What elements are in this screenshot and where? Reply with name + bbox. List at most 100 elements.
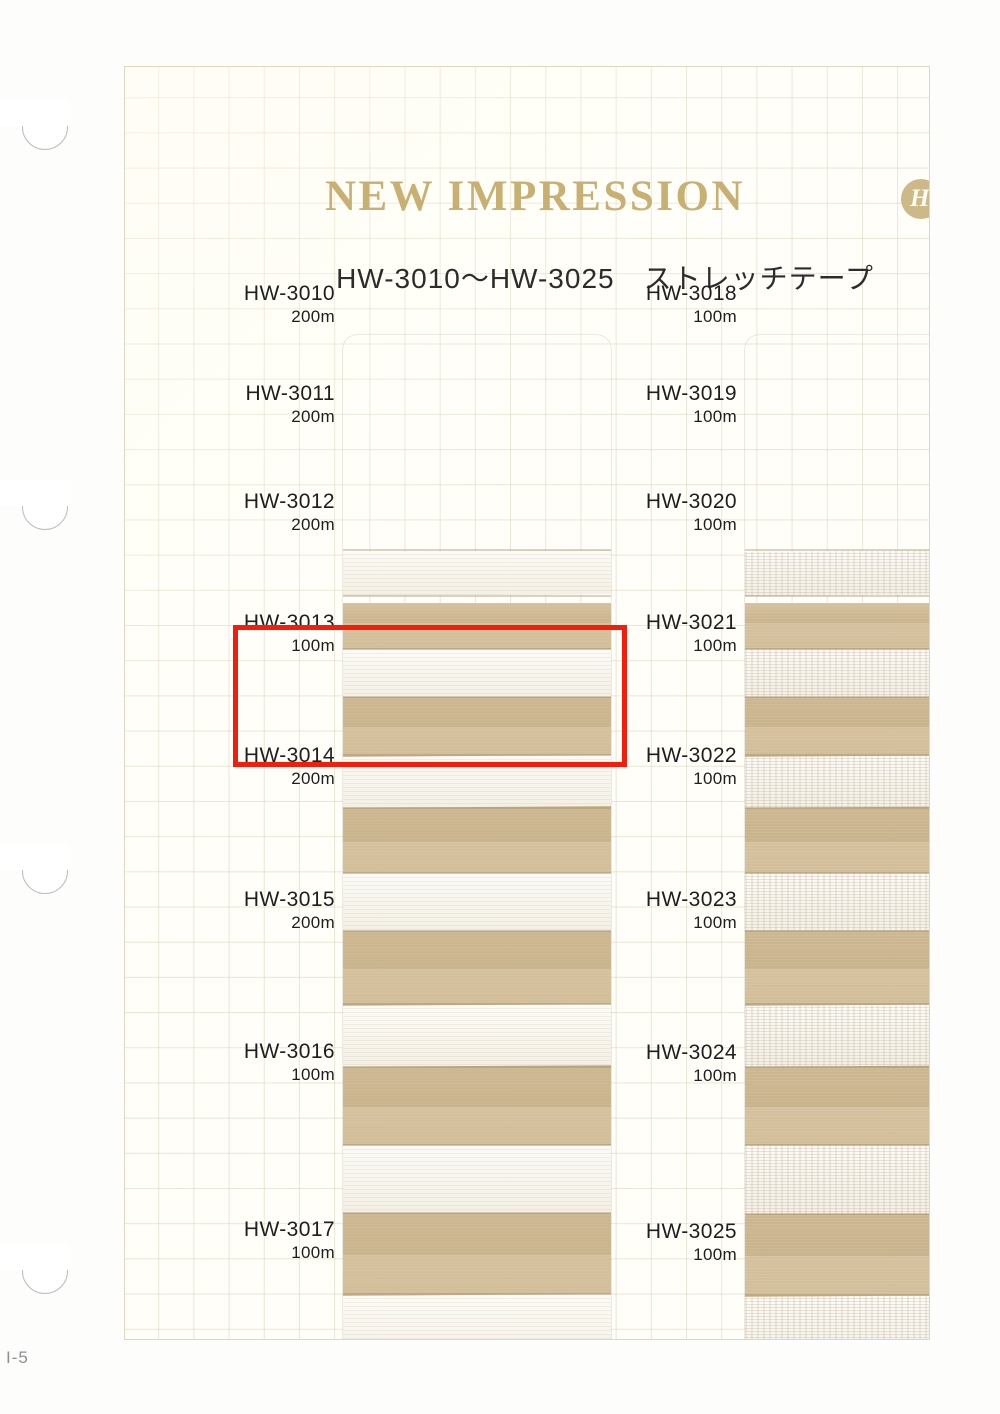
swatch-band-tape[interactable] [343, 649, 611, 697]
swatch-code: HW-3021 [645, 611, 737, 634]
hole-mask [0, 480, 70, 506]
swatch-band-tape[interactable] [343, 1294, 611, 1340]
swatch-band-tape[interactable] [745, 755, 930, 808]
logo-mark-glyph: H [910, 185, 930, 212]
swatch-label[interactable]: HW-3023 100m [637, 887, 737, 934]
swatch-code: HW-3017 [243, 1218, 335, 1241]
swatch-label[interactable]: HW-3011 200m [235, 381, 335, 428]
band-seam [343, 1212, 611, 1214]
swatch-code: HW-3020 [645, 490, 737, 513]
band-seam [343, 1066, 611, 1068]
swatch-label[interactable]: HW-3019 100m [637, 381, 737, 428]
swatch-band-tape[interactable] [343, 873, 611, 931]
band-seam [745, 1213, 929, 1215]
swatch-label[interactable]: HW-3021 100m [637, 610, 737, 657]
swatch-band-base [745, 603, 929, 623]
band-seam [745, 1003, 929, 1005]
hashimoto-logo: H cord coordinatte HASHIMOTO [901, 175, 930, 229]
band-seam [343, 1293, 611, 1295]
band-seam [343, 549, 611, 551]
band-seam [745, 872, 929, 874]
band-seam [343, 930, 611, 932]
swatch-length: 100m [291, 1065, 335, 1084]
swatch-length: 200m [291, 515, 335, 534]
swatch-length: 100m [693, 307, 737, 326]
band-seam [745, 1294, 929, 1296]
swatch-label[interactable]: HW-3012 200m [235, 489, 335, 536]
swatch-length: 200m [291, 913, 335, 932]
band-seam [745, 595, 929, 597]
swatch-strip-left [343, 335, 611, 1340]
swatch-band-tape[interactable] [745, 1145, 929, 1214]
swatch-label[interactable]: HW-3015 200m [235, 887, 335, 934]
page-title: NEW IMPRESSION [324, 173, 746, 220]
swatch-length: 100m [693, 1245, 737, 1264]
swatch-band-tape[interactable] [745, 873, 929, 931]
swatch-label[interactable]: HW-3016 100m [235, 1039, 335, 1086]
swatch-band-tape[interactable] [343, 1004, 611, 1067]
swatch-band-tape[interactable] [343, 1145, 611, 1213]
swatch-length: 100m [291, 1243, 335, 1262]
swatch-length: 100m [291, 636, 335, 655]
swatch-length: 100m [693, 1066, 737, 1085]
logo-mark-icon: H [901, 179, 930, 219]
selection-highlight-box[interactable] [233, 625, 627, 767]
band-seam [343, 872, 611, 874]
hole-mask [0, 100, 70, 126]
swatch-length: 200m [291, 307, 335, 326]
band-seam [745, 807, 929, 809]
swatch-band-tape[interactable] [745, 1004, 930, 1067]
swatch-length: 200m [291, 769, 335, 788]
band-seam [343, 595, 611, 597]
swatch-strip-right [745, 335, 930, 1340]
hole-mask [0, 1244, 70, 1270]
band-seam [343, 807, 611, 809]
swatch-length: 100m [693, 769, 737, 788]
swatch-code: HW-3023 [645, 888, 737, 911]
band-seam [745, 648, 929, 650]
series-subtitle: HW-3010〜HW-3025 ストレッチテープ [336, 263, 874, 294]
band-seam [745, 1144, 929, 1146]
swatch-code: HW-3025 [645, 1220, 737, 1243]
page-marker: I-5 [6, 1348, 29, 1367]
swatch-length: 100m [693, 407, 737, 426]
band-seam [343, 648, 611, 650]
swatch-code: HW-3011 [245, 382, 335, 405]
band-seam [745, 696, 929, 698]
swatch-band-tape[interactable] [343, 550, 611, 596]
band-seam [745, 1066, 929, 1068]
swatch-code: HW-3022 [645, 744, 737, 767]
swatch-code: HW-3019 [645, 382, 737, 405]
band-seam [745, 549, 929, 551]
swatch-code: HW-3016 [243, 1040, 335, 1063]
band-seam [343, 754, 611, 756]
swatch-band-tape[interactable] [745, 1295, 930, 1340]
band-seam [343, 1003, 611, 1005]
band-seam [343, 696, 611, 698]
swatch-code: HW-3018 [645, 282, 737, 305]
swatch-label[interactable]: HW-3020 100m [637, 489, 737, 536]
hole-mask [0, 844, 70, 870]
swatch-length: 100m [693, 636, 737, 655]
sample-card: HW-3010 200m HW-3011 200m HW-3012 200m HW-3013… [124, 66, 930, 1340]
swatch-label[interactable]: HW-3010 200m [235, 281, 335, 328]
swatch-label[interactable]: HW-3018 100m [637, 281, 737, 328]
swatch-code: HW-3010 [243, 282, 335, 305]
swatch-label[interactable]: HW-3014 200m [235, 743, 335, 790]
swatch-code: HW-3012 [243, 490, 335, 513]
band-seam [745, 754, 929, 756]
swatch-length: 100m [693, 913, 737, 932]
swatch-label[interactable]: HW-3025 100m [637, 1219, 737, 1266]
swatch-band-tape[interactable] [745, 649, 929, 697]
swatch-label[interactable]: HW-3024 100m [637, 1040, 737, 1087]
swatch-code: HW-3014 [243, 744, 335, 767]
swatch-code: HW-3015 [243, 888, 335, 911]
swatch-label[interactable]: HW-3017 100m [235, 1217, 335, 1264]
swatch-length: 100m [693, 515, 737, 534]
swatch-code: HW-3024 [645, 1041, 737, 1064]
swatch-label[interactable]: HW-3022 100m [637, 743, 737, 790]
swatch-band-base [343, 603, 611, 623]
band-seam [745, 930, 929, 932]
swatch-band-tape[interactable] [745, 550, 930, 596]
